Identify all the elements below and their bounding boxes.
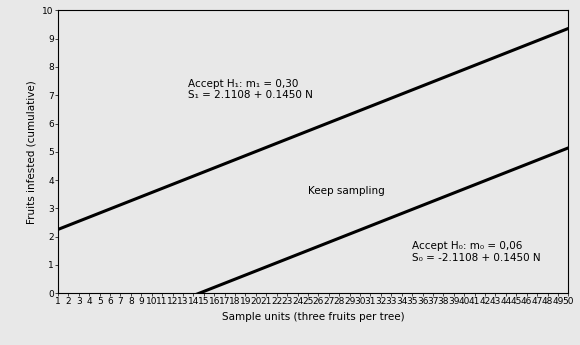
Text: Accept H₁: m₁ = 0,30
S₁ = 2.1108 + 0.1450 N: Accept H₁: m₁ = 0,30 S₁ = 2.1108 + 0.145… xyxy=(188,79,313,100)
Y-axis label: Fruits infested (cumulative): Fruits infested (cumulative) xyxy=(27,80,37,224)
Text: Keep sampling: Keep sampling xyxy=(308,186,385,196)
Text: Accept H₀: m₀ = 0,06
S₀ = -2.1108 + 0.1450 N: Accept H₀: m₀ = 0,06 S₀ = -2.1108 + 0.14… xyxy=(412,241,541,263)
X-axis label: Sample units (three fruits per tree): Sample units (three fruits per tree) xyxy=(222,312,404,322)
